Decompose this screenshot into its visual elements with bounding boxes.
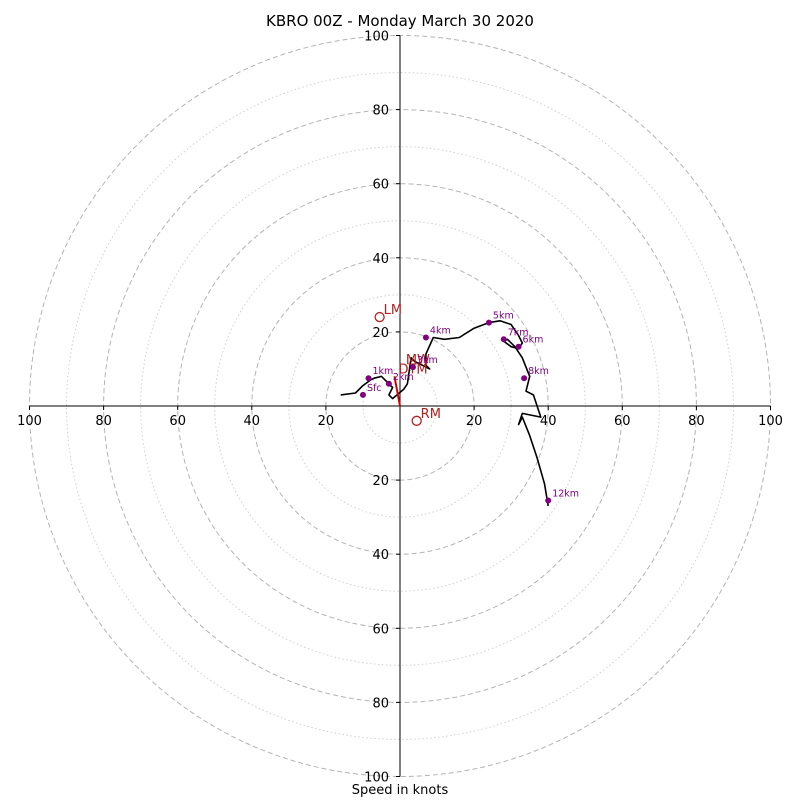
x-tick-label: 100 — [17, 414, 42, 429]
x-tick-label: 100 — [758, 414, 783, 429]
x-tick-label: 80 — [688, 414, 705, 429]
lm-storm-motion-label: LM — [384, 303, 402, 318]
height-marker-label: 2km — [393, 372, 414, 383]
x-tick-label: 60 — [614, 414, 631, 429]
x-axis-label: Speed in knots — [351, 783, 449, 798]
bunkers-shear-vector — [393, 376, 401, 407]
y-tick-label: 40 — [372, 252, 389, 267]
height-marker-point — [385, 380, 392, 387]
y-tick-label: 100 — [364, 771, 389, 786]
height-marker-label: 6km — [523, 335, 544, 346]
x-tick-label: 80 — [95, 414, 112, 429]
height-marker-label: Sfc — [367, 383, 382, 394]
height-marker-point — [409, 364, 416, 371]
height-marker-label: 7km — [508, 327, 529, 338]
y-tick-label: 40 — [372, 548, 389, 563]
height-marker-point — [485, 319, 492, 326]
y-tick-label: 20 — [372, 474, 389, 489]
height-marker-label: 3km — [417, 355, 438, 366]
x-tick-label: 60 — [169, 414, 186, 429]
y-tick-label: 60 — [372, 178, 389, 193]
height-marker-label: 1km — [373, 366, 394, 377]
x-tick-label: 20 — [466, 414, 483, 429]
y-tick-label: 60 — [372, 622, 389, 637]
height-marker-point — [500, 336, 507, 343]
lm-storm-motion-marker — [374, 311, 385, 323]
height-marker-point — [515, 343, 522, 350]
height-marker-label: 4km — [430, 325, 451, 336]
y-tick-label: 20 — [372, 326, 389, 341]
y-tick-label: 100 — [364, 30, 389, 45]
tick-labels: 20 20 20 20 40 40 40 40 60 60 60 60 80 80 80 80 100 100 10… — [17, 30, 783, 786]
hodograph-trace — [340, 319, 549, 507]
hodograph-line — [340, 319, 549, 507]
height-marker-point — [545, 497, 552, 504]
x-tick-label: 40 — [540, 414, 557, 429]
height-marker-point — [359, 391, 366, 398]
height-marker-point — [365, 375, 372, 382]
y-tick-label: 80 — [372, 104, 389, 119]
x-tick-label: 20 — [318, 414, 335, 429]
height-marker-label: 8km — [528, 366, 549, 377]
height-marker-label: 5km — [493, 311, 514, 322]
height-marker-point — [521, 375, 528, 382]
rm-storm-motion-marker — [411, 415, 422, 426]
x-tick-label: 40 — [244, 414, 261, 429]
height-marker-label: 12km — [552, 488, 579, 499]
rm-storm-motion-label: RM — [421, 407, 441, 422]
chart-title: KBRO 00Z - Monday March 30 2020 — [266, 12, 534, 30]
y-tick-label: 80 — [372, 696, 389, 711]
height-marker-point — [422, 334, 429, 341]
